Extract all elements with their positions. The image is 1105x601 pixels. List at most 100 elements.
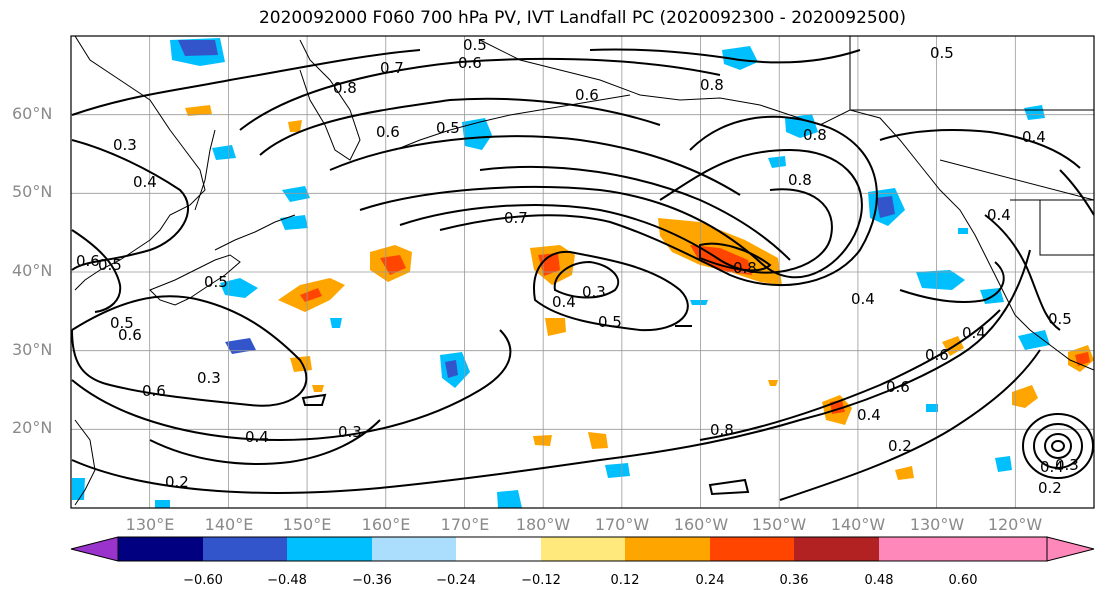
cool-patch [1024,105,1045,120]
contour-label: 0.7 [504,209,528,227]
contour-label: 0.3 [582,283,606,301]
lon-label: 150°W [751,515,807,534]
colorbar-tick-label: 0.36 [779,573,809,588]
colorbar-tick-label: −0.24 [436,573,476,588]
colorbar-tick-label: 0.60 [948,573,978,588]
contour-label: 0.6 [376,123,400,141]
pv-contour-line [439,115,878,287]
pv-contour-line [71,249,1031,494]
contour-label: 0.7 [380,59,404,77]
cool-patch [155,500,170,508]
lon-label: 140°E [204,515,254,534]
contour-label: 0.3 [197,369,221,387]
colorbar-extend-high-outline [1046,536,1095,562]
colorbar-swatch [372,537,456,561]
contour-label: 0.6 [142,382,166,400]
contour-label: 0.6 [118,326,142,344]
contour-label: 0.4 [1040,458,1064,476]
contour-label: 0.3 [113,136,137,154]
cool-patch-core [445,360,458,378]
cool-patch [916,270,965,290]
pv-contour-line [589,48,861,64]
contour-label: 0.6 [76,252,100,270]
contour-label: 0.6 [925,346,949,364]
pv-contour-line [71,49,421,116]
colorbar-swatch [456,537,541,561]
warm-patch [312,385,324,392]
lat-label: 20°N [12,418,53,437]
colorbar-swatch [118,537,203,561]
warm-patch [588,432,608,449]
warm-patch [533,435,552,446]
pv-contour-line [1059,169,1094,216]
graticule [71,36,1094,508]
pv-contour-line [479,165,791,261]
cool-patch [280,215,308,230]
contour-label: 0.8 [803,126,827,144]
pv-contour-line [71,329,512,442]
pv-contour-line [879,129,1081,169]
contour-label: 0.5 [1048,310,1072,328]
colorbar-tick-label: −0.12 [521,573,561,588]
pv-contour-line [699,242,772,272]
pv-contour-ring [1044,433,1072,459]
contour-label: 0.5 [436,119,460,137]
lat-label: 50°N [12,182,53,201]
pv-contour-line [71,229,122,313]
contour-label: 0.5 [598,313,622,331]
pv-contour-line [259,97,661,156]
pv-contour-line [71,295,308,407]
cool-patch [995,456,1012,472]
cool-patch [225,338,256,354]
cool-patch [690,300,708,305]
colorbar-swatch [541,537,625,561]
colorbar-tick-label: 0.48 [864,573,894,588]
contour-label: 0.4 [987,206,1011,224]
political-borders [849,36,1094,256]
cool-patch [768,156,786,168]
pv-contour-line [699,309,1001,441]
lon-label: 160°W [673,515,729,534]
pv-contour-ring [1051,440,1065,452]
cool-patch [605,463,630,478]
cool-patch [926,404,938,412]
pv-contour-line [399,188,833,274]
warm-patch [185,105,212,116]
lat-label: 40°N [12,261,53,280]
warm-patch [288,120,302,132]
lon-label: 150°E [282,515,332,534]
coastline-japan [149,254,241,306]
contour-label: 0.5 [930,44,954,62]
contour-label: 0.8 [700,76,724,94]
pv-contour-line [984,214,1061,331]
aleutian-islands [394,94,631,151]
contour-label: 0.2 [165,473,189,491]
lon-label: 130°E [125,515,175,534]
coastline-alaska [479,39,1094,371]
coastline-kamchatka [299,39,361,161]
colorbar-swatch-dark-red [879,537,963,561]
pv-contour-line [553,260,620,299]
lat-label: 30°N [12,340,53,359]
cool-patch [212,145,236,160]
contour-label: 0.5 [463,36,487,54]
colorbar-tick-label: 0.24 [695,573,725,588]
pv-contour-line [533,250,689,332]
contour-label: 0.3 [1055,456,1079,474]
map-frame-border [70,35,1095,509]
cool-patch [497,490,522,508]
contour-label: 0.4 [245,428,269,446]
contour-label: 0.3 [338,423,362,441]
cool-patch [282,186,310,202]
contour-label: 0.4 [962,324,986,342]
coastline-asia [74,36,206,291]
contour-label: 0.2 [1038,479,1062,497]
contour-label: 0.8 [333,79,357,97]
lon-label: 180°W [515,515,571,534]
lon-label: 140°W [830,515,886,534]
plot-title: 2020092000 F060 700 hPa PV, IVT Landfall… [258,8,906,28]
cool-patch [785,114,818,138]
contour-label: 0.6 [886,378,910,396]
colorbar-swatch [794,537,879,561]
